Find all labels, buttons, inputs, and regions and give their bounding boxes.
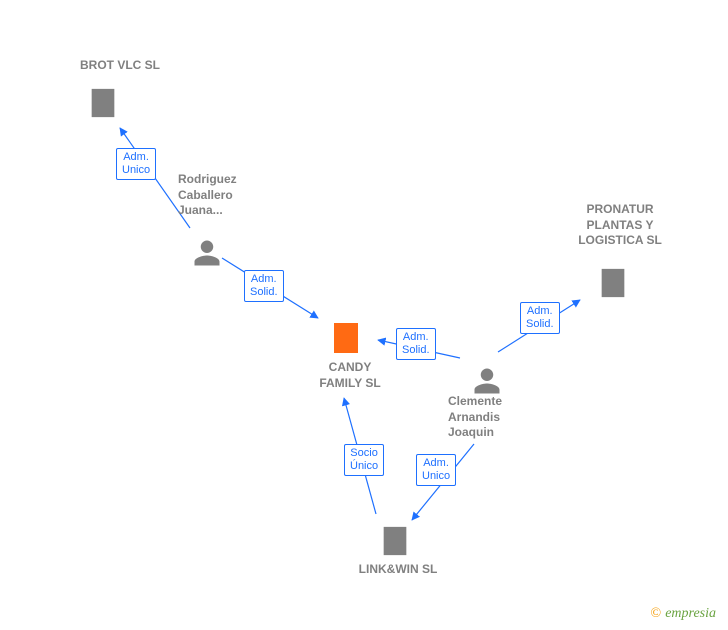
watermark-text: empresia bbox=[665, 606, 716, 621]
copyright-icon: © bbox=[651, 606, 662, 621]
edge-label: Socio Único bbox=[344, 444, 384, 476]
building-icon bbox=[596, 266, 630, 305]
node-label-rodriguez: Rodriguez Caballero Juana... bbox=[178, 172, 278, 219]
node-label-clemente: Clemente Arnandis Joaquin bbox=[448, 394, 548, 441]
building-icon bbox=[328, 320, 364, 361]
edge-label: Adm. Unico bbox=[416, 454, 456, 486]
building-icon bbox=[378, 524, 412, 563]
node-label-brot: BROT VLC SL bbox=[60, 58, 180, 74]
edge-label: Adm. Solid. bbox=[396, 328, 436, 360]
building-icon bbox=[86, 86, 120, 125]
person-icon bbox=[192, 238, 222, 273]
edge-label: Adm. Solid. bbox=[520, 302, 560, 334]
node-label-pronatur: PRONATUR PLANTAS Y LOGISTICA SL bbox=[560, 202, 680, 249]
edge-label: Adm. Solid. bbox=[244, 270, 284, 302]
watermark: ©empresia bbox=[651, 606, 716, 622]
node-label-candy: CANDY FAMILY SL bbox=[300, 360, 400, 391]
edge-label: Adm. Unico bbox=[116, 148, 156, 180]
node-label-linkwin: LINK&WIN SL bbox=[338, 562, 458, 578]
